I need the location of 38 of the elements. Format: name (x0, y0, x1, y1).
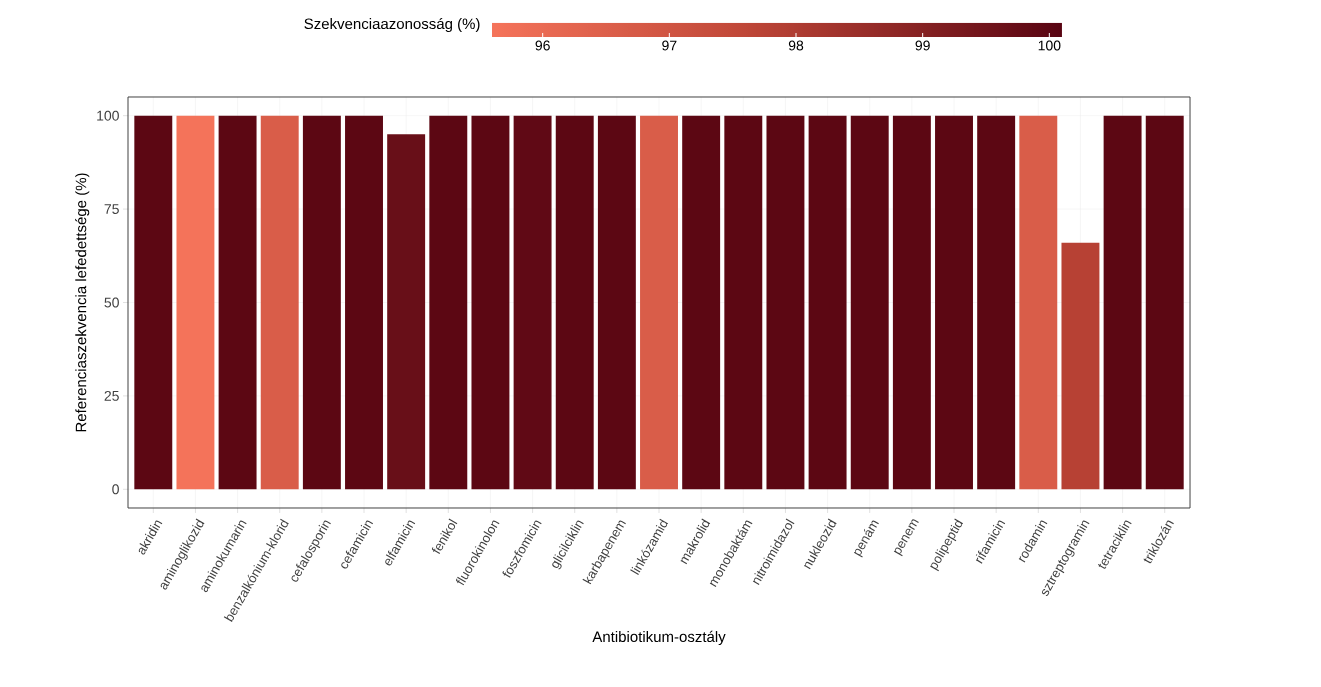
bar (766, 115, 805, 490)
bar (1019, 115, 1058, 490)
bar (429, 115, 468, 490)
bar (935, 115, 973, 490)
bar (1061, 242, 1100, 490)
bar (218, 115, 257, 490)
color-bar-label: 100 (1038, 40, 1061, 51)
bar (850, 115, 889, 490)
y-tick-label: 75 (104, 204, 119, 214)
y-tick-label: 25 (104, 390, 119, 401)
bar (682, 115, 721, 490)
color-bar-label: 98 (788, 40, 804, 51)
bar (597, 115, 636, 490)
y-tick-label: 100 (97, 110, 119, 121)
color-bar-title: Szekvenciaazonosság (%) (304, 17, 480, 33)
bar (1103, 115, 1142, 490)
color-bar-label: 99 (915, 40, 930, 51)
bar (640, 115, 678, 490)
bar (513, 115, 552, 490)
color-bar-label: 97 (662, 40, 677, 51)
bar (134, 115, 173, 490)
bar (345, 115, 383, 490)
bar (977, 115, 1016, 490)
bar (1145, 115, 1184, 490)
bar (724, 115, 763, 490)
y-tick-label: 50 (104, 297, 119, 308)
bar (302, 115, 341, 490)
bar (176, 115, 215, 490)
bar (471, 115, 510, 490)
bar (555, 115, 594, 490)
y-tick-label: 0 (112, 484, 119, 495)
x-axis-title: Antibiotikum-osztály (592, 630, 726, 646)
color-bar-label: 96 (535, 40, 550, 51)
bar (387, 134, 426, 490)
bar (892, 115, 931, 490)
bar (808, 115, 847, 490)
y-axis-title: Referenciaszekvencia lefedettsége (%) (75, 173, 90, 432)
bar (260, 115, 299, 490)
